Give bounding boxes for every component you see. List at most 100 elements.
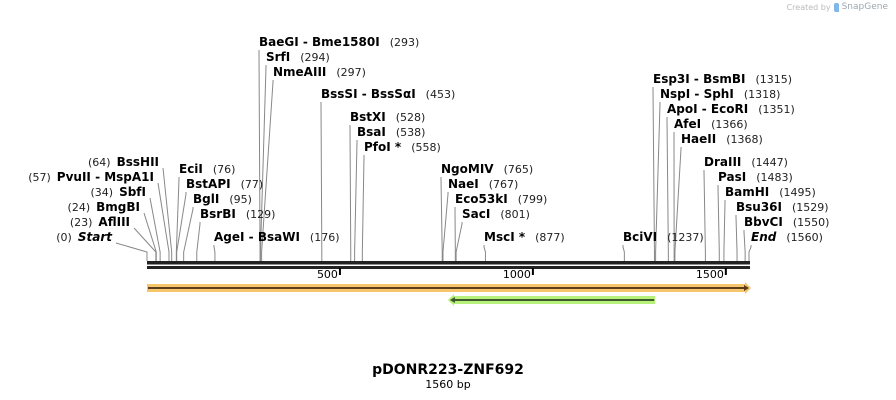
tick-label: 500 bbox=[317, 268, 338, 281]
green-feature-arrow[interactable] bbox=[447, 294, 656, 306]
restriction-site[interactable]: AgeI - BsaWI (176) bbox=[214, 230, 340, 244]
site-position: (1318) bbox=[744, 88, 781, 101]
restriction-site[interactable]: BsrBI (129) bbox=[200, 207, 275, 221]
site-enzyme-name: SbfI bbox=[119, 185, 146, 199]
restriction-site[interactable]: BaeGI - Bme1580I (293) bbox=[259, 35, 419, 49]
leader-line bbox=[320, 102, 323, 261]
restriction-site[interactable]: NaeI (767) bbox=[448, 177, 518, 191]
site-position: (34) bbox=[90, 186, 113, 199]
site-position: (1560) bbox=[786, 231, 823, 244]
leader-line bbox=[717, 185, 720, 261]
restriction-site[interactable]: BsaI (538) bbox=[357, 125, 425, 139]
site-enzyme-name: EciI bbox=[179, 162, 203, 176]
site-position: (528) bbox=[396, 111, 426, 124]
restriction-site[interactable]: Start (0) bbox=[56, 230, 113, 244]
restriction-site[interactable]: BssHII (64) bbox=[88, 155, 159, 169]
restriction-site[interactable]: Eco53kI (799) bbox=[455, 192, 547, 206]
leader-line bbox=[261, 80, 274, 261]
plasmid-name: pDONR223-ZNF692 bbox=[372, 362, 524, 378]
restriction-site[interactable]: SbfI (34) bbox=[90, 185, 146, 199]
site-enzyme-name: ApoI - EcoRI bbox=[667, 102, 748, 116]
restriction-site[interactable]: BmgBI (24) bbox=[68, 200, 140, 214]
restriction-site[interactable]: End (1560) bbox=[751, 230, 823, 244]
site-position: (77) bbox=[241, 178, 264, 191]
site-enzyme-name: NmeAIII bbox=[273, 65, 326, 79]
orange-feature-arrow[interactable] bbox=[147, 282, 751, 294]
restriction-site[interactable]: BstXI (528) bbox=[350, 110, 425, 124]
site-enzyme-name: BbvCI bbox=[744, 215, 783, 229]
restriction-site[interactable]: BglI (95) bbox=[193, 192, 252, 206]
sequence-backbone bbox=[147, 261, 750, 269]
site-position: (76) bbox=[213, 163, 236, 176]
leader-line bbox=[455, 222, 463, 261]
site-enzyme-name: BamHI bbox=[725, 185, 769, 199]
leader-line bbox=[354, 140, 358, 261]
restriction-site[interactable]: BstAPI (77) bbox=[186, 177, 263, 191]
feature-arrows bbox=[147, 282, 751, 306]
restriction-site[interactable]: BamHI (1495) bbox=[725, 185, 816, 199]
restriction-site[interactable]: Esp3I - BsmBI (1315) bbox=[653, 72, 792, 86]
restriction-site[interactable]: BssSI - BssSαI (453) bbox=[321, 87, 455, 101]
restriction-site[interactable]: DraIII (1447) bbox=[704, 155, 788, 169]
restriction-site[interactable]: Bsu36I (1529) bbox=[736, 200, 829, 214]
site-position: (1366) bbox=[711, 118, 748, 131]
credit-prefix: Created by bbox=[786, 2, 831, 12]
restriction-site[interactable]: MscI * (877) bbox=[484, 230, 565, 244]
leader-line bbox=[622, 245, 625, 261]
leader-line bbox=[183, 207, 194, 261]
site-enzyme-name: BglI bbox=[193, 192, 219, 206]
leader-line bbox=[143, 212, 157, 261]
site-enzyme-name: SacI bbox=[462, 207, 490, 221]
site-position: (176) bbox=[310, 231, 340, 244]
site-position: (24) bbox=[68, 201, 91, 214]
leader-line bbox=[259, 65, 267, 261]
site-enzyme-name: BstAPI bbox=[186, 177, 231, 191]
site-enzyme-name: PasI bbox=[718, 170, 746, 184]
leader-line bbox=[666, 117, 669, 261]
restriction-site[interactable]: ApoI - EcoRI (1351) bbox=[667, 102, 795, 116]
site-leader-lines bbox=[115, 50, 752, 261]
site-enzyme-name: PfoI * bbox=[364, 140, 402, 154]
restriction-site[interactable]: AfeI (1366) bbox=[674, 117, 748, 131]
leader-line bbox=[743, 230, 746, 261]
site-enzyme-name: DraIII bbox=[704, 155, 741, 169]
restriction-site[interactable]: PfoI * (558) bbox=[364, 140, 441, 154]
restriction-site[interactable]: SrfI (294) bbox=[266, 50, 330, 64]
site-position: (767) bbox=[489, 178, 519, 191]
site-position: (1550) bbox=[793, 216, 830, 229]
site-position: (1529) bbox=[792, 201, 829, 214]
restriction-site[interactable]: HaeII (1368) bbox=[681, 132, 763, 146]
site-position: (1483) bbox=[756, 171, 793, 184]
site-position: (1447) bbox=[751, 156, 788, 169]
site-enzyme-name: BstXI bbox=[350, 110, 386, 124]
leader-line bbox=[157, 182, 170, 261]
site-position: (1495) bbox=[779, 186, 816, 199]
restriction-site[interactable]: NspI - SphI (1318) bbox=[660, 87, 780, 101]
restriction-site[interactable]: AflIII (23) bbox=[70, 215, 130, 229]
restriction-site[interactable]: NmeAIII (297) bbox=[273, 65, 366, 79]
site-enzyme-name: Esp3I - BsmBI bbox=[653, 72, 745, 86]
site-enzyme-name: Bsu36I bbox=[736, 200, 782, 214]
site-position: (64) bbox=[88, 156, 111, 169]
site-enzyme-name: NspI - SphI bbox=[660, 87, 734, 101]
leader-line bbox=[440, 177, 443, 261]
restriction-site[interactable]: EciI (76) bbox=[179, 162, 235, 176]
site-enzyme-name: End bbox=[751, 230, 777, 244]
restriction-site[interactable]: PasI (1483) bbox=[718, 170, 793, 184]
site-position: (297) bbox=[336, 66, 366, 79]
restriction-site[interactable]: NgoMIV (765) bbox=[441, 162, 533, 176]
restriction-site[interactable]: BbvCI (1550) bbox=[744, 215, 829, 229]
leader-line bbox=[735, 215, 738, 261]
restriction-site[interactable]: SacI (801) bbox=[462, 207, 530, 221]
leader-line bbox=[133, 227, 157, 261]
credit-brand: SnapGene bbox=[841, 2, 888, 12]
leader-line bbox=[196, 222, 201, 261]
site-enzyme-name: AfeI bbox=[674, 117, 701, 131]
leader-line bbox=[748, 245, 752, 261]
restriction-site[interactable]: BciVI (1237) bbox=[623, 230, 704, 244]
site-position: (1237) bbox=[667, 231, 704, 244]
restriction-site[interactable]: PvuII - MspA1I (57) bbox=[28, 170, 154, 184]
site-enzyme-name: NaeI bbox=[448, 177, 479, 191]
snapgene-logo-icon bbox=[833, 2, 839, 12]
